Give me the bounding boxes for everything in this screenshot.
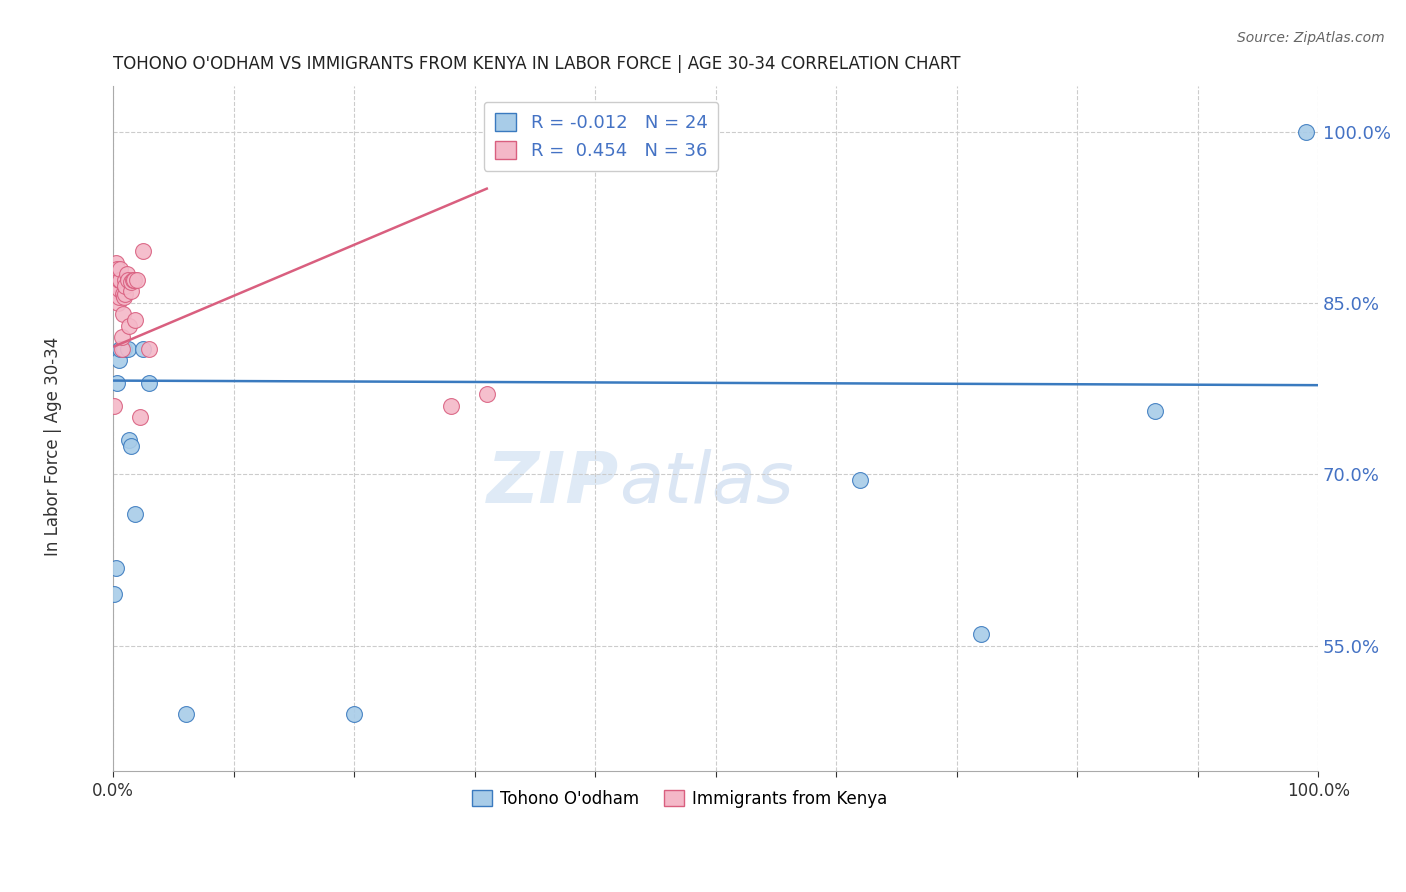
Point (117, 273, 139, 287)
Point (107, 273, 129, 287)
Point (118, 318, 141, 333)
Point (110, 273, 132, 287)
Point (110, 261, 132, 276)
Point (111, 273, 134, 287)
Point (103, 587, 125, 601)
Point (114, 273, 136, 287)
Point (132, 342, 155, 356)
Point (112, 290, 135, 304)
Point (107, 285, 129, 299)
Point (111, 286, 134, 301)
Point (105, 261, 128, 276)
Point (138, 376, 160, 390)
Point (105, 273, 128, 287)
Point (1144, 404, 1167, 418)
Text: atlas: atlas (619, 449, 794, 518)
Point (114, 273, 136, 287)
Point (108, 290, 131, 304)
Point (115, 268, 138, 282)
Point (111, 342, 134, 356)
Point (122, 273, 145, 287)
Text: TOHONO O'ODHAM VS IMMIGRANTS FROM KENYA IN LABOR FORCE | AGE 30-34 CORRELATION C: TOHONO O'ODHAM VS IMMIGRANTS FROM KENYA … (114, 55, 960, 73)
Point (118, 433, 141, 447)
Point (440, 399, 463, 413)
Point (108, 273, 131, 287)
Point (120, 276, 142, 290)
Point (128, 410, 150, 425)
Point (103, 273, 125, 287)
Point (105, 273, 128, 287)
Point (107, 296, 129, 310)
Text: In Labor Force | Age 30-34: In Labor Force | Age 30-34 (45, 336, 62, 556)
Point (475, 387, 498, 401)
Point (1295, 124, 1317, 138)
Point (112, 342, 135, 356)
Point (970, 627, 993, 641)
Point (127, 273, 149, 287)
Point (124, 508, 146, 522)
Point (114, 286, 136, 301)
Point (120, 285, 142, 299)
Point (124, 313, 146, 327)
Point (138, 342, 160, 356)
Point (121, 273, 143, 287)
Point (104, 561, 127, 575)
Point (105, 376, 128, 390)
Point (117, 342, 139, 356)
Point (110, 342, 132, 356)
Legend: Tohono O'odham, Immigrants from Kenya: Tohono O'odham, Immigrants from Kenya (465, 783, 894, 814)
Text: Source: ZipAtlas.com: Source: ZipAtlas.com (1237, 31, 1385, 45)
Point (110, 273, 132, 287)
Point (111, 307, 134, 321)
Point (174, 707, 197, 722)
Point (111, 330, 134, 344)
Point (120, 439, 142, 453)
Point (114, 278, 136, 293)
Point (104, 273, 127, 287)
Text: ZIP: ZIP (486, 449, 619, 518)
Point (103, 399, 125, 413)
Point (132, 244, 155, 259)
Point (108, 282, 131, 296)
Point (849, 473, 872, 487)
Point (108, 353, 131, 368)
Point (103, 264, 125, 278)
Point (104, 256, 127, 270)
Point (343, 707, 366, 722)
